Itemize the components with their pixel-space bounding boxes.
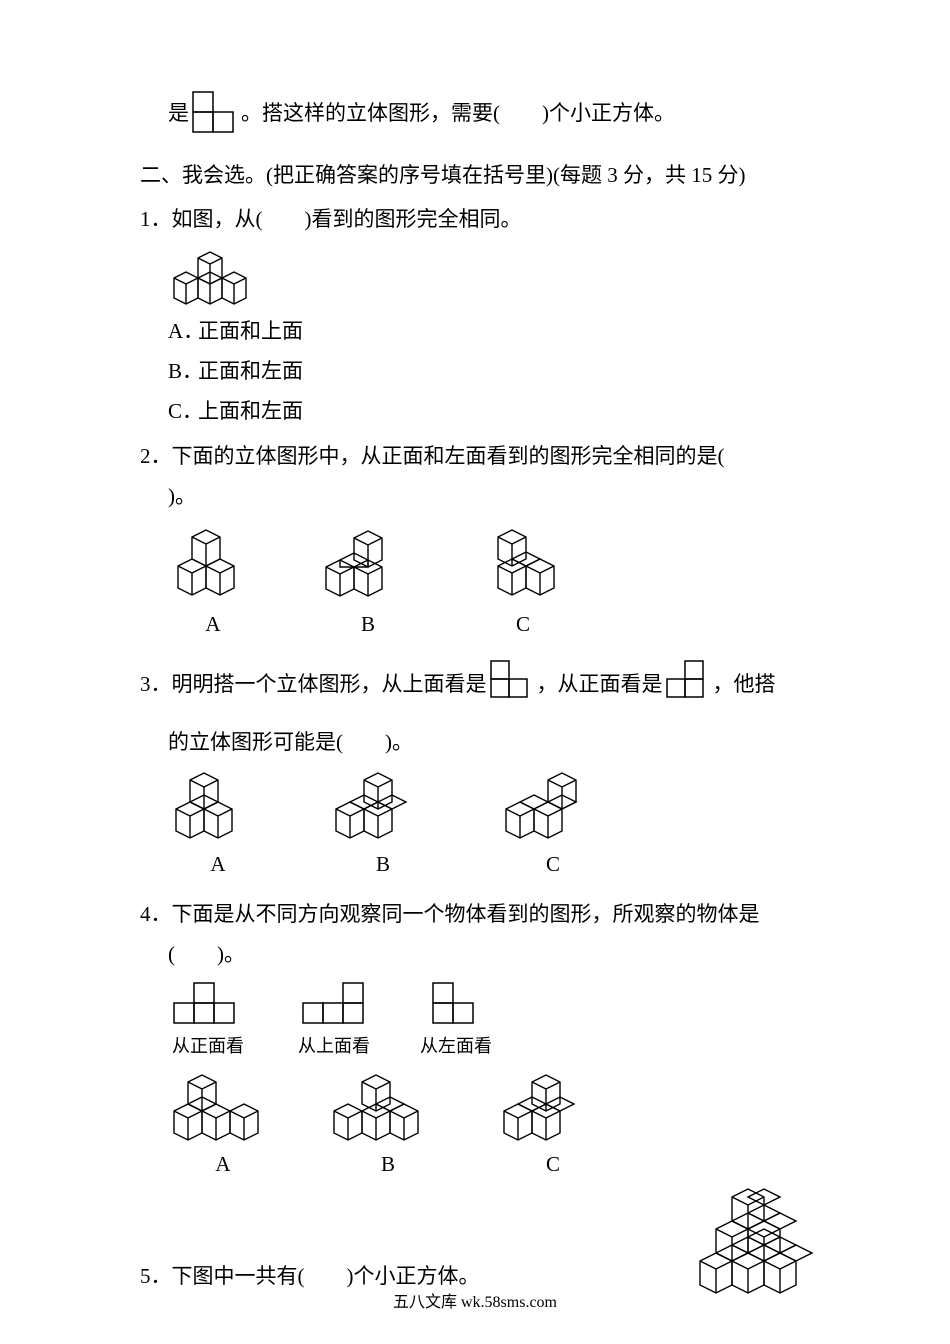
q4-view-left: 从左面看 (420, 979, 492, 1063)
q3-C-label: C (498, 845, 608, 885)
q4-optC: C (498, 1071, 608, 1185)
q4-B-label: B (328, 1145, 448, 1185)
q2-optC: C (478, 523, 568, 645)
q3-part2: ，从正面看是 (537, 665, 663, 705)
q2-optA: A (168, 523, 258, 645)
q4-A-icon (168, 1071, 278, 1145)
q2-C-label: C (478, 605, 568, 645)
q4-C-icon (498, 1071, 608, 1145)
q3-A-label: A (168, 845, 268, 885)
q4-A-label: A (168, 1145, 278, 1185)
q3-line2: 的立体图形可能是( )。 (168, 730, 413, 754)
q3: 3． 明明搭一个立体图形，从上面看是 ，从正面看是 ，他搭 的立体图形可能是( … (140, 659, 820, 885)
q2-B-label: B (318, 605, 418, 645)
q4-top-label: 从上面看 (298, 1029, 370, 1063)
q5-pyramid-icon (690, 1187, 830, 1297)
q2-C-icon (478, 523, 568, 603)
q1-optC: C．上面和左面 (140, 392, 820, 432)
q1-figure-icon (168, 244, 278, 306)
frag-suffix: 。搭这样的立体图形，需要( )个小正方体。 (241, 94, 675, 134)
q4-num: 4． (140, 895, 172, 935)
q4-stem2: ( )。 (168, 942, 245, 966)
q2-num: 2． (140, 437, 172, 477)
q2-A-label: A (168, 605, 258, 645)
q1-optA: A．正面和上面 (140, 312, 820, 352)
q3-num: 3． (140, 665, 172, 705)
q1-stem: 如图，从( )看到的图形完全相同。 (172, 200, 522, 240)
q3-optA: A (168, 769, 268, 885)
q1-num: 1． (140, 200, 172, 240)
q4-view-top: 从上面看 (298, 979, 370, 1063)
q3-part3: ，他搭 (713, 665, 776, 705)
q4-front-label: 从正面看 (168, 1029, 248, 1063)
q4-left-icon (429, 979, 483, 1029)
q2-stem-a: 下面的立体图形中，从正面和左面看到的图形完全相同的是( (172, 437, 767, 477)
q4-C-label: C (498, 1145, 608, 1185)
frag-shape-icon (191, 90, 239, 138)
q2-optB: B (318, 523, 418, 645)
q4-left-label: 从左面看 (420, 1029, 492, 1063)
q3-B-label: B (328, 845, 438, 885)
q3-optB: B (328, 769, 438, 885)
q1: 1． 如图，从( )看到的图形完全相同。 A．正面和上 (140, 200, 820, 432)
q2: 2． 下面的立体图形中，从正面和左面看到的图形完全相同的是( )。 A (140, 437, 820, 645)
q3-B-icon (328, 769, 438, 843)
q3-frontview-icon (663, 659, 713, 705)
q4: 4． 下面是从不同方向观察同一个物体看到的图形，所观察的物体是 ( )。 从正面… (140, 895, 820, 1185)
q4-front-icon (168, 979, 248, 1029)
q2-B-icon (318, 523, 418, 603)
q3-C-icon (498, 769, 608, 843)
q3-part1: 明明搭一个立体图形，从上面看是 (172, 665, 487, 705)
frag-top: 是 。搭这样的立体图形，需要( )个小正方体。 (140, 90, 820, 134)
page-footer: 五八文库 wk.58sms.com (0, 1288, 950, 1318)
q3-optC: C (498, 769, 608, 885)
frag-prefix: 是 (168, 94, 189, 134)
q2-A-icon (168, 523, 258, 603)
q4-stem: 下面是从不同方向观察同一个物体看到的图形，所观察的物体是 (172, 895, 760, 935)
q4-optB: B (328, 1071, 448, 1185)
section2-header: 二、我会选。(把正确答案的序号填在括号里)(每题 3 分，共 15 分) (140, 156, 820, 196)
q4-B-icon (328, 1071, 448, 1145)
q3-A-icon (168, 769, 268, 843)
q2-stem-b: )。 (168, 484, 196, 508)
q1-optB: B．正面和左面 (140, 352, 820, 392)
q3-topview-icon (487, 659, 537, 705)
q5: 5． 下图中一共有( )个小正方体。 (140, 1187, 820, 1297)
q4-view-front: 从正面看 (168, 979, 248, 1063)
q4-optA: A (168, 1071, 278, 1185)
q4-top-icon (299, 979, 369, 1029)
